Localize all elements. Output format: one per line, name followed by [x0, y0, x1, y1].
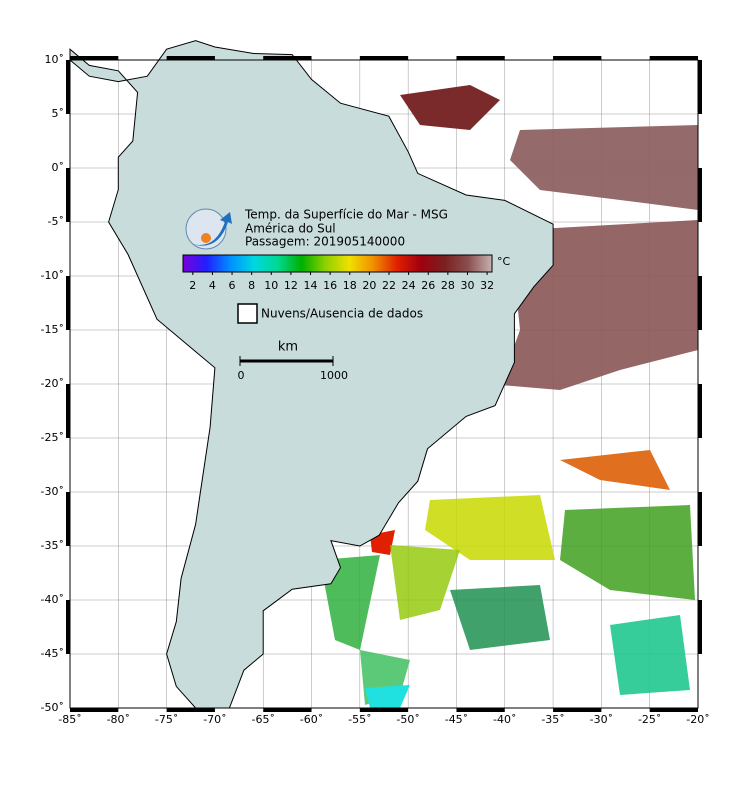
- colorbar-tick-label: 12: [284, 279, 298, 292]
- x-tick-label: -40˚: [493, 713, 516, 726]
- y-tick-label: -45˚: [41, 647, 64, 660]
- legend-swatch: [237, 303, 258, 324]
- frame-bar: [66, 384, 70, 438]
- y-tick-label: -40˚: [41, 593, 64, 606]
- frame-bar: [359, 708, 409, 712]
- title: Temp. da Superfície do Mar - MSG: [244, 208, 448, 222]
- y-tick-label: -20˚: [41, 377, 64, 390]
- sst-patch: [365, 685, 410, 708]
- sst-patch: [320, 555, 380, 650]
- x-tick-label: -70˚: [203, 713, 226, 726]
- x-tick-label: -65˚: [251, 713, 274, 726]
- frame-bar: [66, 168, 70, 222]
- frame-bar: [456, 56, 505, 60]
- colorbar-tick-label: 18: [343, 279, 357, 292]
- y-tick-label: -10˚: [41, 269, 64, 282]
- colorbar-tick-label: 22: [382, 279, 396, 292]
- scale-end: 1000: [320, 369, 348, 382]
- frame-bar: [66, 276, 70, 330]
- frame-bar: [263, 708, 312, 712]
- scale-unit: km: [278, 340, 298, 355]
- y-tick-label: 5˚: [52, 107, 65, 120]
- y-tick-label: -35˚: [41, 539, 64, 552]
- sst-patch: [560, 450, 670, 490]
- scale-start: 0: [238, 369, 245, 382]
- frame-bar: [66, 600, 70, 654]
- frame-bar: [553, 56, 602, 60]
- x-tick-label: -20˚: [686, 713, 709, 726]
- colorbar-tick-label: 16: [323, 279, 337, 292]
- sst-patch: [390, 545, 460, 620]
- frame-bar: [698, 600, 702, 654]
- colorbar-tick-label: 24: [402, 279, 416, 292]
- colorbar-tick-label: 10: [264, 279, 278, 292]
- colorbar-tick-label: 30: [460, 279, 474, 292]
- frame-bar: [698, 276, 702, 330]
- y-tick-label: 10˚: [45, 53, 65, 66]
- frame-bar: [70, 56, 119, 60]
- colorbar-tick-label: 20: [362, 279, 376, 292]
- y-tick-label: -15˚: [41, 323, 64, 336]
- frame-bar: [263, 56, 312, 60]
- logo-sun: [201, 233, 211, 243]
- colorbar-tick-label: 32: [480, 279, 494, 292]
- frame-bar: [649, 708, 698, 712]
- sst-patch: [560, 505, 695, 600]
- frame-bar: [166, 56, 215, 60]
- sst-patch: [425, 495, 555, 560]
- sst-patch: [400, 85, 500, 130]
- x-tick-label: -80˚: [107, 713, 130, 726]
- colorbar-tick-label: 28: [441, 279, 455, 292]
- frame-bar: [66, 60, 70, 114]
- colorbar-unit: °C: [497, 255, 511, 268]
- frame-bar: [70, 708, 119, 712]
- y-tick-label: -25˚: [41, 431, 64, 444]
- x-tick-label: -60˚: [300, 713, 323, 726]
- sst-patch: [610, 615, 690, 695]
- frame-bar: [359, 56, 409, 60]
- frame-bar: [553, 708, 602, 712]
- frame-bar: [698, 384, 702, 438]
- x-tick-label: -45˚: [445, 713, 468, 726]
- y-tick-label: -50˚: [41, 701, 64, 714]
- legend-label: Nuvens/Ausencia de dados: [261, 307, 423, 321]
- logo: [185, 208, 232, 250]
- colorbar-tick-label: 6: [229, 279, 236, 292]
- y-tick-label: -30˚: [41, 485, 64, 498]
- frame-bar: [698, 60, 702, 114]
- colorbar-tick-label: 14: [304, 279, 318, 292]
- region: América do Sul: [245, 222, 336, 236]
- frame-bar: [698, 168, 702, 222]
- sst-patch: [510, 125, 698, 210]
- pass-time: Passagem: 201905140000: [245, 235, 405, 249]
- x-tick-label: -35˚: [541, 713, 564, 726]
- frame-bar: [698, 492, 702, 546]
- x-tick-label: -25˚: [638, 713, 661, 726]
- sst-patch: [450, 585, 550, 650]
- x-tick-label: -75˚: [155, 713, 178, 726]
- colorbar-tick-label: 4: [209, 279, 216, 292]
- frame-bar: [166, 708, 215, 712]
- colorbar: [182, 254, 493, 273]
- frame-bar: [66, 492, 70, 546]
- colorbar-tick-label: 26: [421, 279, 435, 292]
- colorbar-tick-label: 8: [248, 279, 255, 292]
- y-tick-label: -5˚: [48, 215, 64, 228]
- logo-arrow: [192, 212, 232, 246]
- x-tick-label: -85˚: [58, 713, 81, 726]
- x-tick-label: -30˚: [590, 713, 613, 726]
- x-tick-label: -55˚: [348, 713, 371, 726]
- y-tick-label: 0˚: [52, 161, 65, 174]
- frame-bar: [649, 56, 698, 60]
- frame-bar: [456, 708, 505, 712]
- colorbar-tick-label: 2: [189, 279, 196, 292]
- x-tick-label: -50˚: [396, 713, 419, 726]
- continent: [69, 40, 554, 709]
